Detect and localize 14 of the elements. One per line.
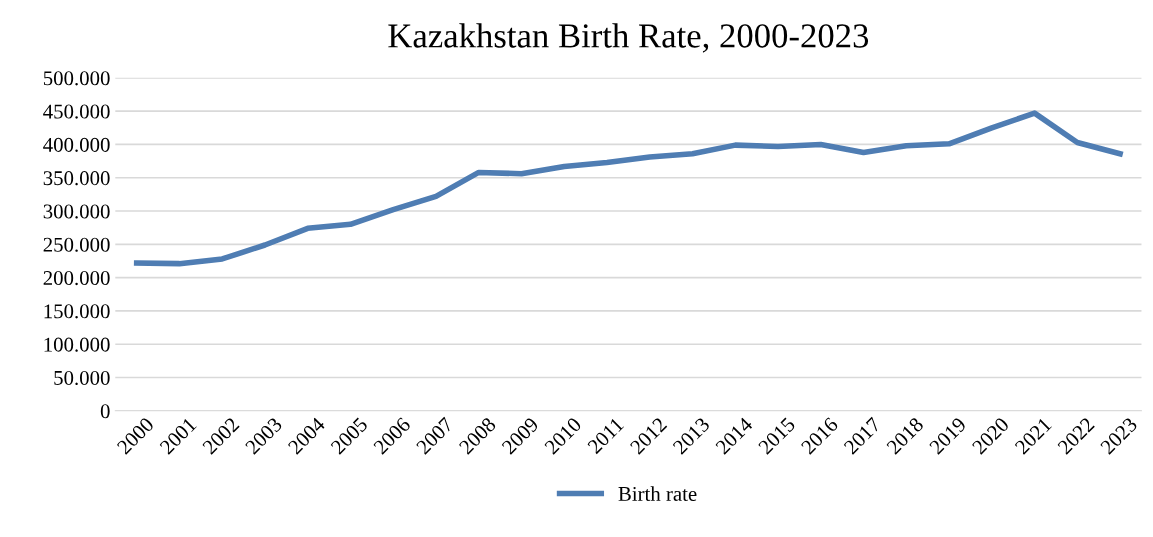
y-tick-label: 250.000 [43,237,110,252]
y-tick-label: 500.000 [43,71,110,86]
y-tick-label: 50.000 [54,370,110,386]
y-tick-label: 150.000 [44,304,110,319]
y-tick-label: 100.000 [44,337,110,352]
y-tick-label: 400.000 [43,137,110,152]
y-tick-label: 0 [100,404,110,419]
y-tick-label: 300.000 [43,204,110,219]
x-tick-label: 2011 [586,416,625,455]
legend-label: Birth rate [618,486,697,501]
chart-title: Kazakhstan Birth Rate, 2000-2023 [388,23,869,53]
y-tick-label: 450.000 [43,104,110,119]
y-tick-label: 350.000 [43,171,110,186]
y-tick-label: 200.000 [43,271,110,286]
